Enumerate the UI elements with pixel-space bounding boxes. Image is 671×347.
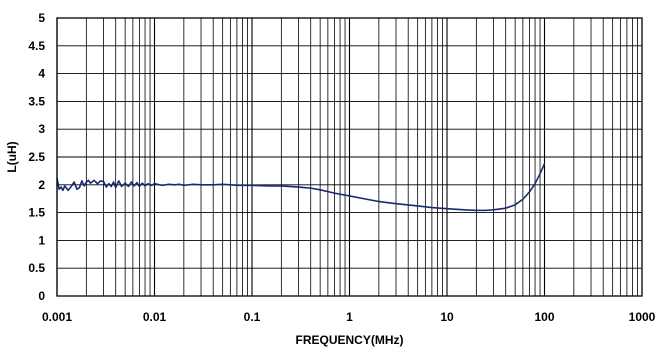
y-tick-label: 4 bbox=[38, 67, 45, 81]
y-tick-label: 2 bbox=[38, 178, 45, 192]
y-tick-labels: 0 0.5 1 1.5 2 2.5 3 3.5 4 4.5 5 bbox=[28, 11, 45, 303]
x-tick-label: 1000 bbox=[629, 310, 656, 324]
x-tick-label: 0.001 bbox=[42, 310, 72, 324]
x-tick-label: 1 bbox=[346, 310, 353, 324]
x-tick-labels: 0.001 0.01 0.1 1 10 100 1000 bbox=[42, 310, 656, 324]
y-tick-label: 2.5 bbox=[28, 150, 45, 164]
y-axis-title: L(uH) bbox=[5, 141, 19, 172]
y-tick-label: 0 bbox=[38, 289, 45, 303]
y-tick-label: 3 bbox=[38, 122, 45, 136]
x-tick-label: 0.1 bbox=[244, 310, 261, 324]
series-layer bbox=[56, 163, 546, 212]
series-line bbox=[56, 163, 546, 212]
y-tick-label: 0.5 bbox=[28, 261, 45, 275]
y-tick-label: 1 bbox=[38, 233, 45, 247]
x-tick-label: 10 bbox=[440, 310, 454, 324]
x-tick-label: 0.01 bbox=[143, 310, 167, 324]
y-tick-label: 3.5 bbox=[28, 94, 45, 108]
y-tick-label: 4.5 bbox=[28, 39, 45, 53]
x-axis-title: FREQUENCY(MHz) bbox=[296, 333, 404, 347]
grid bbox=[56, 17, 642, 297]
x-tick-label: 100 bbox=[534, 310, 554, 324]
plot-frame bbox=[56, 17, 643, 297]
y-tick-label: 1.5 bbox=[28, 206, 45, 220]
y-tick-label: 5 bbox=[38, 11, 45, 25]
